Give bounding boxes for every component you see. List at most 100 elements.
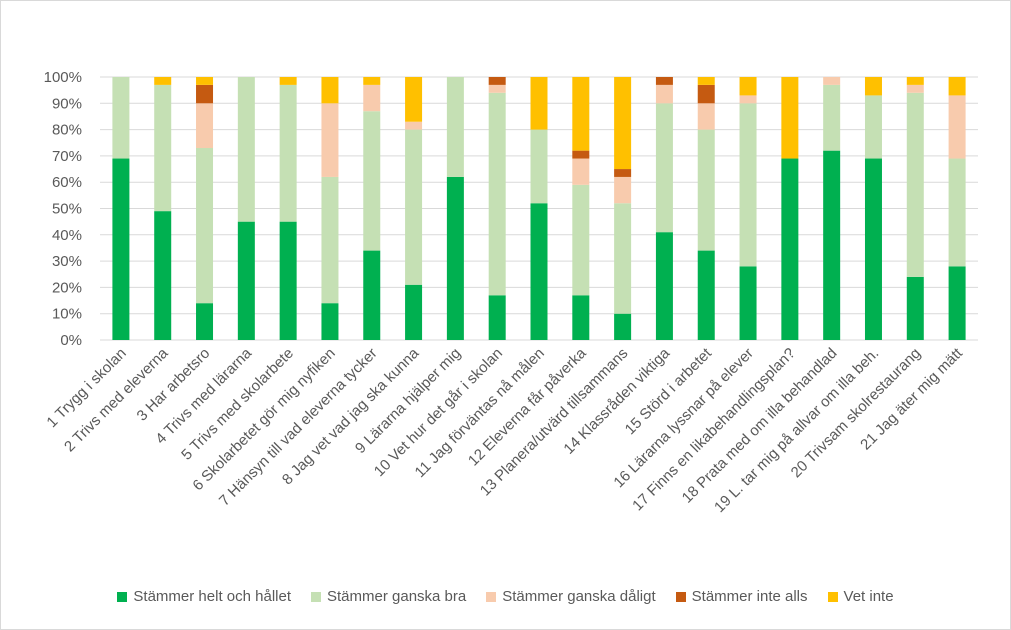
bar-segment (739, 95, 757, 104)
bar-stack (530, 77, 548, 340)
legend-item: Stämmer inte alls (675, 588, 808, 605)
bar-stack (237, 77, 255, 340)
y-tick-label: 40% (52, 227, 82, 244)
bar-stack (446, 77, 464, 340)
bar-segment (405, 129, 423, 285)
bar-segment (321, 77, 339, 104)
bar-stack (405, 77, 423, 340)
bar-segment (948, 77, 966, 96)
bar-segment (739, 103, 757, 267)
bar-segment (906, 276, 924, 340)
x-tick-label: 3 Har arbetsro (134, 345, 214, 425)
bar-segment (697, 129, 715, 251)
legend: Stämmer helt och hållet Stämmer ganska br… (0, 588, 1011, 605)
bar-segment (614, 77, 632, 170)
legend-item: Stämmer helt och hållet (117, 588, 291, 605)
bar-segment (655, 103, 673, 233)
bar-segment (112, 77, 130, 159)
bar-segment (196, 303, 214, 340)
bar-segment (572, 158, 590, 185)
bar-segment (321, 103, 339, 177)
x-tick-label: 18 Prata med om illa behandlad (679, 345, 841, 507)
bar-segment (823, 84, 841, 151)
legend-label: Stämmer helt och hållet (133, 588, 291, 605)
legend-label: Stämmer ganska bra (327, 588, 467, 605)
bar-segment (405, 284, 423, 340)
y-tick-label: 100% (44, 69, 82, 86)
bar-segment (906, 84, 924, 93)
bar-segment (781, 77, 799, 159)
bar-segment (237, 221, 255, 340)
bar-segment (446, 77, 464, 177)
bar-segment (530, 77, 548, 130)
bar-segment (572, 295, 590, 340)
bar-stack (781, 77, 799, 340)
bar-segment (823, 150, 841, 340)
bar-segment (154, 77, 172, 85)
legend-swatch (311, 591, 321, 602)
bar-segment (572, 150, 590, 159)
bar-stack (363, 77, 381, 340)
y-tick-label: 30% (52, 253, 82, 270)
bar-segment (279, 84, 297, 222)
bar-segment (697, 77, 715, 85)
bar-segment (614, 176, 632, 204)
bar-segment (279, 221, 297, 340)
bar-segment (906, 92, 924, 277)
bar-segment (279, 77, 297, 85)
bar-segment (572, 77, 590, 151)
legend-swatch (486, 591, 497, 602)
bar-stack (154, 77, 172, 340)
bar-segment (154, 84, 172, 212)
bar-segment (196, 103, 214, 149)
bar-segment (655, 84, 673, 104)
legend-swatch (675, 591, 686, 602)
bar-segment (363, 84, 381, 112)
legend-item: Vet inte (827, 588, 894, 605)
bar-segment (948, 95, 966, 159)
bar-stack (739, 77, 757, 340)
legend-item: Stämmer ganska bra (311, 588, 466, 605)
bar-stack (906, 77, 924, 340)
bar-stack (279, 77, 297, 340)
bar-segment (823, 77, 841, 85)
bar-segment (363, 250, 381, 340)
bar-segment (572, 184, 590, 296)
bar-segment (781, 158, 799, 340)
bar-stack (948, 77, 966, 340)
y-tick-label: 80% (52, 122, 82, 139)
bar-segment (697, 84, 715, 104)
bar-stack (655, 77, 673, 340)
bar-stack (488, 77, 506, 340)
legend-label: Stämmer ganska dåligt (502, 588, 656, 605)
bars (112, 77, 966, 340)
bar-segment (530, 203, 548, 340)
y-tick-label: 90% (52, 95, 82, 112)
bar-segment (697, 250, 715, 340)
bar-segment (154, 211, 172, 340)
bar-stack (196, 77, 214, 340)
bar-stack (697, 77, 715, 340)
bar-segment (614, 313, 632, 340)
bar-stack (864, 77, 882, 340)
bar-segment (864, 77, 882, 96)
y-tick-label: 10% (52, 306, 82, 323)
y-tick-label: 70% (52, 148, 82, 165)
y-tick-label: 0% (60, 332, 82, 349)
bar-segment (446, 176, 464, 340)
bar-segment (363, 111, 381, 251)
bar-segment (196, 77, 214, 85)
bar-segment (112, 158, 130, 340)
bar-segment (321, 303, 339, 340)
bar-stack (112, 77, 130, 340)
bar-segment (488, 84, 506, 93)
bar-segment (697, 103, 715, 130)
bar-segment (948, 266, 966, 340)
bar-segment (906, 77, 924, 85)
legend-swatch (827, 591, 838, 602)
bar-segment (363, 77, 381, 85)
bar-segment (864, 158, 882, 340)
bar-segment (405, 77, 423, 122)
bar-segment (739, 266, 757, 340)
